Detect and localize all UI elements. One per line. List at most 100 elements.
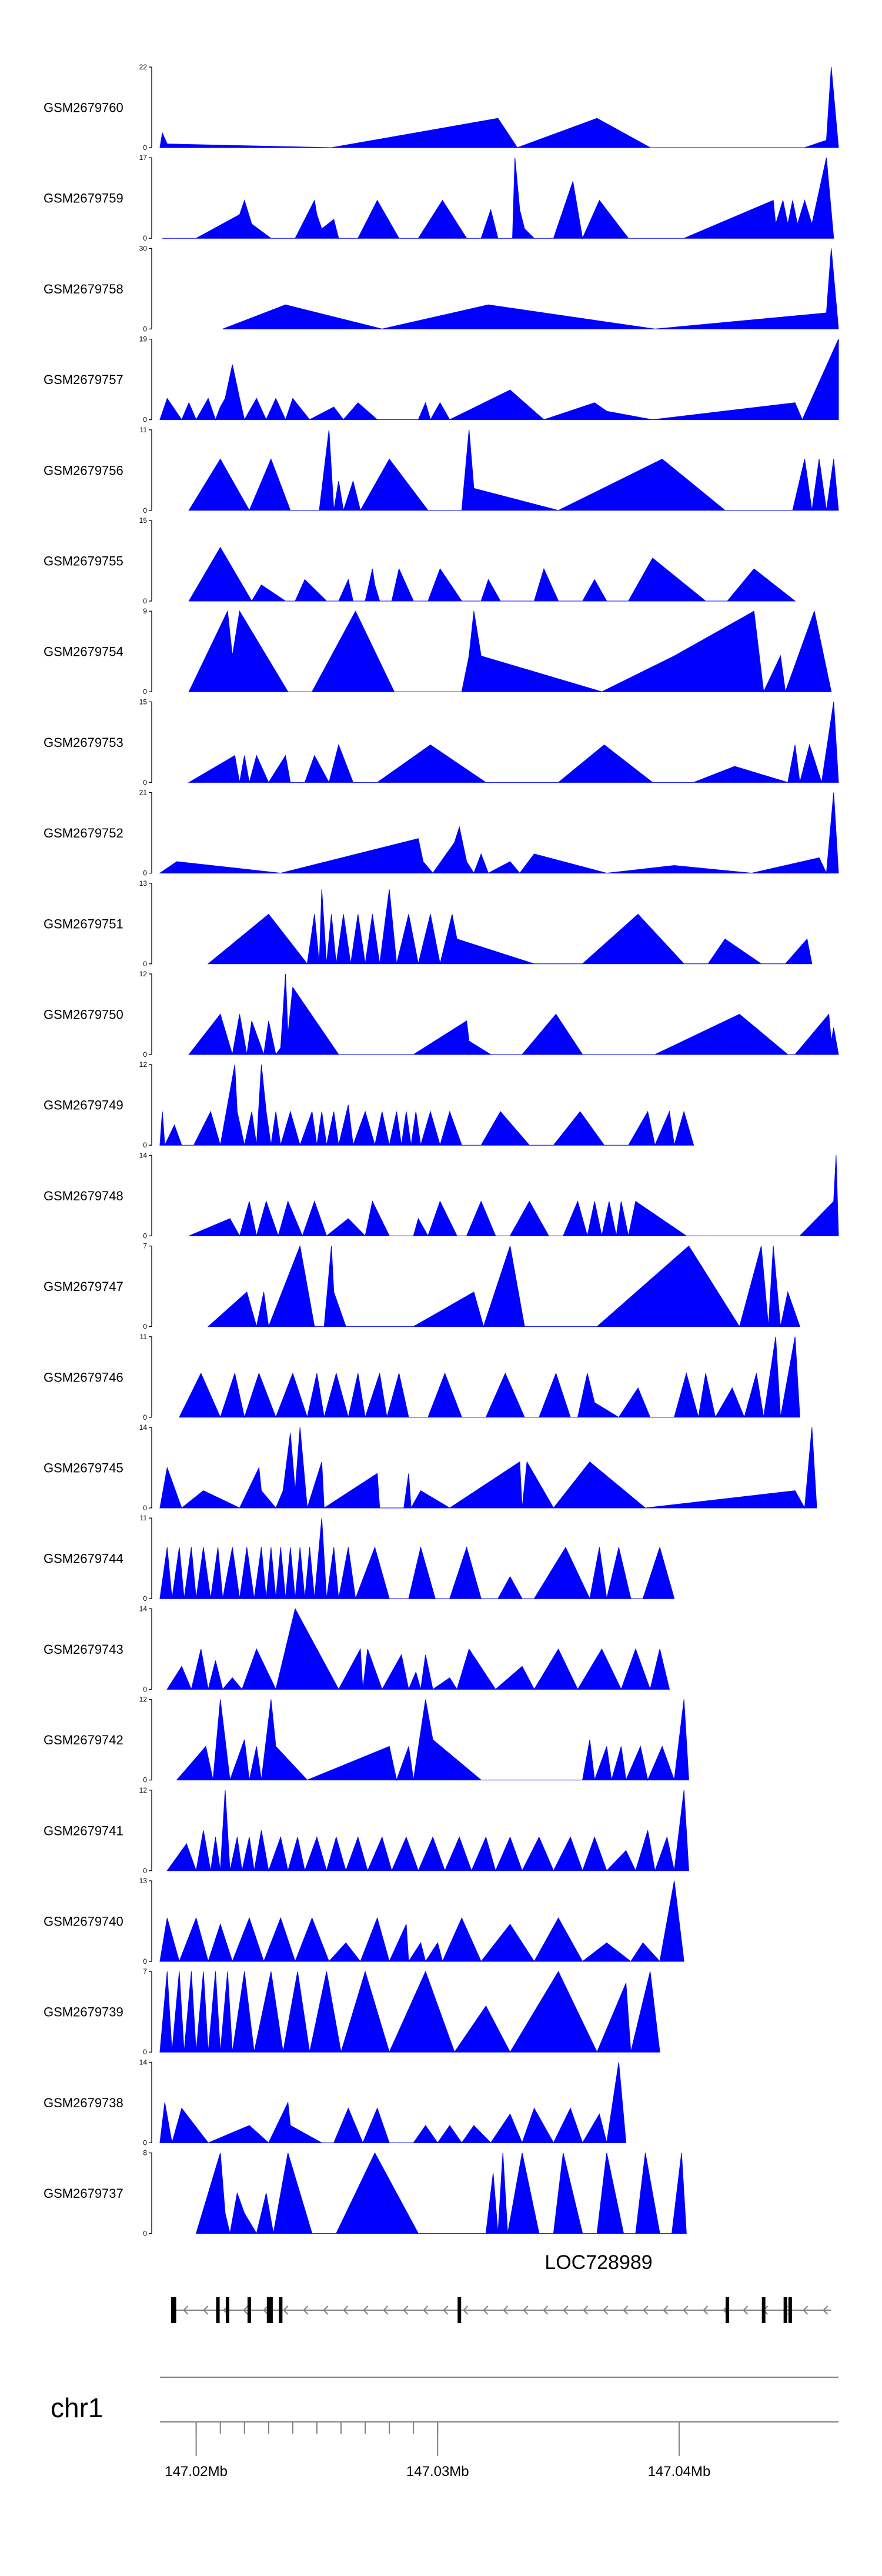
y-tick-label-max: 19 xyxy=(139,335,148,343)
track-label: GSM2679741 xyxy=(44,1823,123,1838)
y-tick-label-min: 0 xyxy=(143,1594,147,1603)
y-tick-label-min: 0 xyxy=(143,1504,147,1512)
y-tick-label-max: 12 xyxy=(139,1786,148,1794)
y-tick-label-max: 7 xyxy=(143,1967,147,1976)
coverage-area xyxy=(222,248,839,329)
strand-chevron xyxy=(403,2305,409,2315)
y-tick-label-max: 21 xyxy=(139,789,148,797)
y-tick-label-min: 0 xyxy=(143,1232,147,1240)
strand-chevron xyxy=(383,2305,389,2315)
y-tick-label-min: 0 xyxy=(143,688,147,696)
coverage-area xyxy=(159,339,839,421)
coverage-area xyxy=(159,1880,684,1963)
coverage-track: GSM2679744 11 0 xyxy=(44,1514,675,1603)
y-tick-label-max: 13 xyxy=(139,1877,148,1885)
strand-chevron xyxy=(363,2305,369,2315)
strand-chevron xyxy=(703,2305,709,2315)
y-tick-label-max: 14 xyxy=(139,1151,148,1159)
y-tick-label-min: 0 xyxy=(143,1323,147,1331)
axis-tick-label: 147.04Mb xyxy=(648,2464,711,2480)
coverage-track: GSM2679743 14 0 xyxy=(44,1604,670,1693)
y-tick-label-max: 14 xyxy=(139,1604,148,1613)
coverage-track: GSM2679758 30 0 xyxy=(44,244,839,333)
y-tick-label-min: 0 xyxy=(143,144,147,152)
coverage-area xyxy=(159,1970,660,2053)
y-tick-label-min: 0 xyxy=(143,416,147,424)
strand-chevron xyxy=(663,2305,669,2315)
coverage-area xyxy=(195,2152,687,2234)
y-tick-label-min: 0 xyxy=(143,1413,147,1422)
y-tick-label-min: 0 xyxy=(143,1685,147,1693)
track-label: GSM2679748 xyxy=(44,1189,123,1203)
track-label: GSM2679755 xyxy=(44,554,123,569)
coverage-area xyxy=(159,792,839,875)
coverage-area xyxy=(159,2062,627,2144)
track-label: GSM2679737 xyxy=(44,2186,123,2201)
coverage-area xyxy=(188,973,839,1056)
coverage-track: GSM2679737 8 0 xyxy=(44,2149,687,2238)
y-tick-label-max: 12 xyxy=(139,970,148,978)
track-label: GSM2679752 xyxy=(44,826,123,840)
y-tick-label-min: 0 xyxy=(143,597,147,605)
strand-chevron xyxy=(563,2305,569,2315)
track-label: GSM2679747 xyxy=(44,1279,123,1294)
strand-chevron xyxy=(743,2305,749,2315)
strand-chevron xyxy=(643,2305,649,2315)
strand-chevron xyxy=(203,2305,209,2315)
y-tick-label-min: 0 xyxy=(143,960,147,968)
y-tick-label-max: 11 xyxy=(140,1333,148,1341)
track-label: GSM2679749 xyxy=(44,1098,123,1113)
coverage-area xyxy=(188,702,839,783)
genome-axis-track: chr1 147.02Mb 147.03Mb 147.04Mb xyxy=(51,2377,838,2480)
coverage-area xyxy=(176,1699,689,1781)
y-tick-label-max: 30 xyxy=(139,244,148,252)
track-label: GSM2679760 xyxy=(44,101,123,115)
track-label: GSM2679757 xyxy=(44,372,123,387)
strand-chevron xyxy=(683,2305,689,2315)
gene-name-label: LOC728989 xyxy=(544,2251,652,2274)
coverage-area xyxy=(188,429,839,512)
strand-chevron xyxy=(303,2305,309,2315)
coverage-track: GSM2679748 14 0 xyxy=(44,1151,839,1240)
coverage-track: GSM2679747 7 0 xyxy=(44,1242,801,1331)
coverage-area xyxy=(166,1790,689,1872)
coverage-track: GSM2679759 17 0 xyxy=(44,154,834,242)
coverage-area xyxy=(162,158,834,239)
strand-chevron xyxy=(503,2305,509,2315)
coverage-track: GSM2679760 22 0 xyxy=(44,63,839,152)
track-label: GSM2679746 xyxy=(44,1370,123,1384)
coverage-track: GSM2679754 9 0 xyxy=(44,607,832,696)
y-tick-label-min: 0 xyxy=(143,778,147,786)
strand-chevron xyxy=(283,2305,289,2315)
y-tick-label-min: 0 xyxy=(143,325,147,333)
coverage-track: GSM2679745 14 0 xyxy=(44,1423,817,1512)
track-label: GSM2679754 xyxy=(44,645,123,659)
y-tick-label-min: 0 xyxy=(143,234,147,242)
strand-chevron xyxy=(323,2305,329,2315)
y-tick-label-max: 14 xyxy=(139,2058,148,2066)
coverage-track: GSM2679757 19 0 xyxy=(44,335,839,424)
strand-chevron xyxy=(543,2305,549,2315)
track-label: GSM2679739 xyxy=(44,2005,123,2020)
strand-chevron xyxy=(263,2305,269,2315)
strand-chevron xyxy=(443,2305,449,2315)
y-tick-label-max: 15 xyxy=(139,698,148,706)
track-label: GSM2679745 xyxy=(44,1461,123,1476)
track-label: GSM2679753 xyxy=(44,735,123,750)
strand-chevron xyxy=(583,2305,589,2315)
strand-chevron xyxy=(183,2305,189,2315)
coverage-area xyxy=(207,889,813,965)
strand-chevron xyxy=(623,2305,629,2315)
axis-tick-label: 147.02Mb xyxy=(165,2464,228,2480)
coverage-track: GSM2679751 13 0 xyxy=(44,879,813,968)
strand-chevron xyxy=(463,2305,469,2315)
y-tick-label-min: 0 xyxy=(143,1141,147,1149)
strand-chevron xyxy=(423,2305,429,2315)
coverage-track: GSM2679750 12 0 xyxy=(44,970,839,1059)
y-tick-label-min: 0 xyxy=(143,2138,147,2147)
track-label: GSM2679743 xyxy=(44,1642,123,1657)
coverage-track: GSM2679752 21 0 xyxy=(44,789,839,877)
coverage-area xyxy=(179,1336,800,1419)
y-tick-label-max: 9 xyxy=(143,607,147,615)
y-tick-label-max: 17 xyxy=(139,154,148,162)
